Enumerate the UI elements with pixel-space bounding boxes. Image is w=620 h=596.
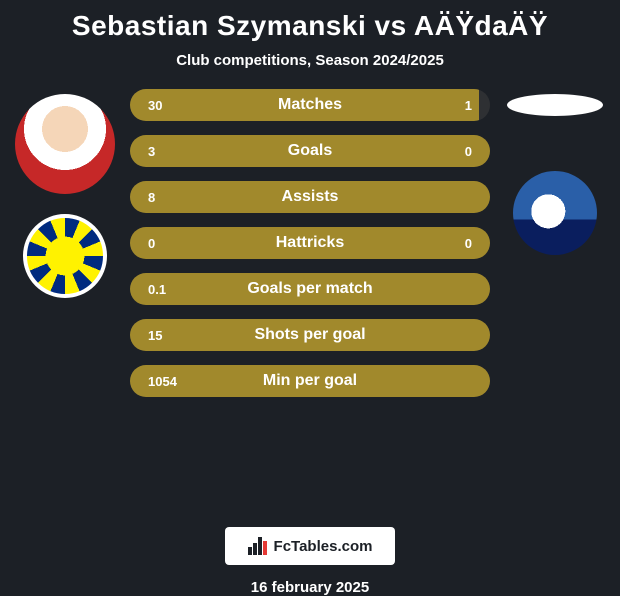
stat-bar: 30Matches1: [130, 89, 490, 121]
fctables-badge: FcTables.com: [225, 527, 395, 565]
stat-label: Goals: [130, 142, 490, 160]
stat-value-player1: 30: [148, 98, 162, 113]
stat-bar: 1054Min per goal: [130, 365, 490, 397]
stat-value-player1: 8: [148, 190, 155, 205]
player1-avatar: [15, 94, 115, 194]
stat-value-player2: 1: [465, 98, 472, 113]
stat-bar: 0Hattricks0: [130, 227, 490, 259]
stat-bar: 3Goals0: [130, 135, 490, 167]
stat-value-player2: 0: [465, 144, 472, 159]
stat-label: Hattricks: [130, 234, 490, 252]
player1-column: [10, 89, 120, 298]
stat-label: Shots per goal: [130, 326, 490, 344]
stat-bar: 8Assists: [130, 181, 490, 213]
stat-label: Goals per match: [130, 280, 490, 298]
comparison-container: 30Matches13Goals08Assists0Hattricks00.1G…: [0, 89, 620, 519]
stat-bar: 15Shots per goal: [130, 319, 490, 351]
stat-value-player1: 3: [148, 144, 155, 159]
bar-chart-icon: [248, 537, 268, 555]
stat-value-player2: 0: [465, 236, 472, 251]
stat-label: Assists: [130, 188, 490, 206]
stat-bars: 30Matches13Goals08Assists0Hattricks00.1G…: [130, 89, 490, 397]
player2-avatar: [507, 94, 603, 116]
fctables-label: FcTables.com: [274, 538, 373, 555]
player2-column: [500, 89, 610, 255]
stat-value-player1: 1054: [148, 374, 177, 389]
stat-bar: 0.1Goals per match: [130, 273, 490, 305]
stat-value-player1: 0: [148, 236, 155, 251]
stat-label: Matches: [130, 96, 490, 114]
stat-value-player1: 15: [148, 328, 162, 343]
player1-club-crest: [23, 214, 107, 298]
stat-label: Min per goal: [130, 372, 490, 390]
page-title: Sebastian Szymanski vs AÄŸdaÄŸ: [0, 0, 620, 42]
stat-value-player1: 0.1: [148, 282, 166, 297]
player2-club-crest: [513, 171, 597, 255]
date-label: 16 february 2025: [0, 579, 620, 596]
subtitle: Club competitions, Season 2024/2025: [0, 42, 620, 69]
